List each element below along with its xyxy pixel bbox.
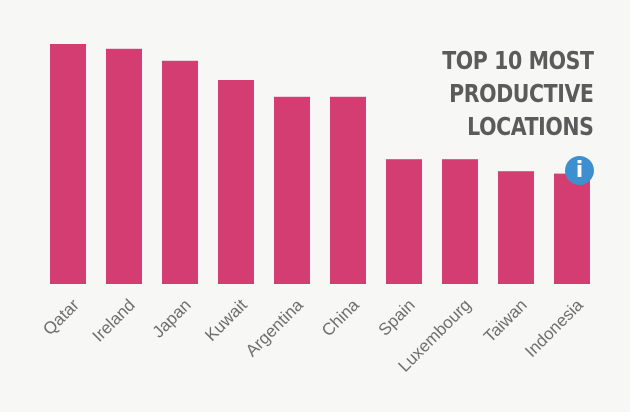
info-icon[interactable]: i [565,156,594,185]
tick-label-ireland: Ireland [89,295,139,345]
title-line-3: LOCATIONS [467,112,595,141]
tick-label-japan: Japan [149,295,195,341]
chart-title: TOP 10 MOST PRODUCTIVE LOCATIONS [409,44,595,143]
tick-label-spain: Spain [375,295,419,339]
bar-luxembourg [442,159,478,284]
tick-label-china: China [318,295,363,340]
bar-spain [386,159,422,284]
bar-indonesia [554,173,590,284]
title-line-2: PRODUCTIVE [449,79,595,108]
title-line-1: TOP 10 MOST [442,46,595,75]
bar-argentina [274,96,310,284]
tick-label-kuwait: Kuwait [201,295,251,345]
tick-label-qatar: Qatar [39,295,83,339]
bar-qatar [50,44,86,284]
bar-china [330,96,366,284]
tick-label-taiwan: Taiwan [480,295,531,346]
bar-kuwait [218,80,254,284]
bars-group [50,44,590,284]
bar-ireland [106,48,142,284]
tick-label-argentina: Argentina [242,295,307,360]
tick-label-indonesia: Indonesia [521,295,587,361]
bar-japan [162,60,198,284]
bar-taiwan [498,171,534,284]
